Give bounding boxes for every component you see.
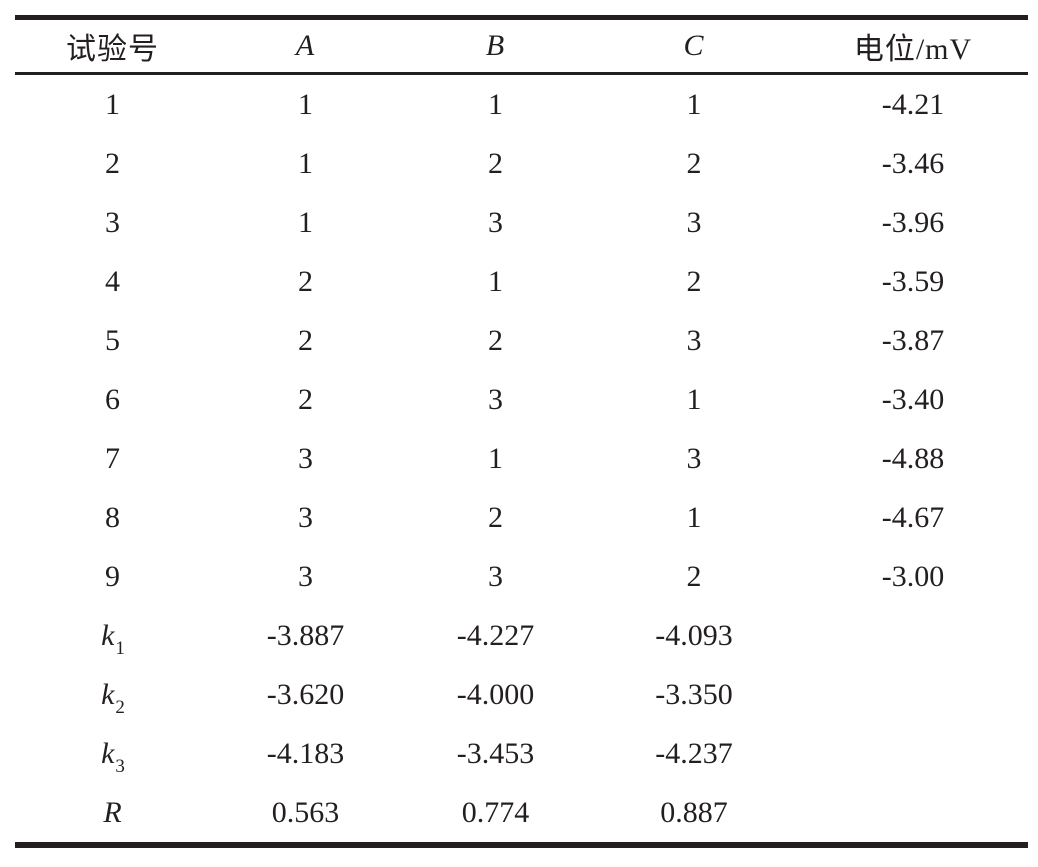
cell-trial-number: 9 [105,559,120,593]
r-label: R [103,795,122,829]
cell-potential: -3.40 [881,382,945,416]
cell-factor-a: 2 [298,264,313,298]
cell-factor-a: 3 [298,441,313,475]
column-header-trial-number: 试验号 [15,17,210,75]
cell-factor-a: 3 [298,500,313,534]
cell-k1-potential [798,606,1028,665]
cell-k3-a: -4.183 [266,736,345,770]
k-label: k [101,677,115,711]
cell-factor-b: 1 [488,87,503,121]
stat-row-label: k3 [15,724,210,783]
cell-factor-c: 1 [686,500,702,534]
cell-factor-b: 3 [488,205,503,239]
k-label: k [101,618,115,652]
cell-r-c: 0.887 [660,795,728,829]
cell-potential: -3.87 [881,323,945,357]
cell-k3-potential [798,724,1028,783]
table-header: 试验号 A B C 电位/mV [15,17,1028,75]
cell-r-b: 0.774 [461,795,530,829]
stat-row-k2: k2 -3.620 -4.000 -3.350 [15,665,1028,724]
k-subscript: 1 [115,637,125,659]
cell-factor-c: 3 [686,205,702,239]
table-row: 9 3 3 2 -3.00 [15,547,1028,606]
cell-factor-b: 2 [488,146,503,180]
stat-row-k3: k3 -4.183 -3.453 -4.237 [15,724,1028,783]
k-label: k [101,736,115,770]
cell-trial-number: 6 [105,382,120,416]
cell-factor-c: 1 [686,87,702,121]
cell-trial-number: 2 [105,146,120,180]
cell-factor-a: 2 [298,382,313,416]
cell-factor-c: 3 [686,441,702,475]
cell-factor-b: 1 [488,264,503,298]
cell-r-potential [798,783,1028,845]
cell-factor-a: 1 [298,87,313,121]
k-subscript: 2 [115,696,125,718]
cell-potential: -3.96 [881,205,945,239]
cell-potential: -4.21 [881,87,945,121]
cell-trial-number: 8 [105,500,120,534]
cell-r-a: 0.563 [271,795,340,829]
table-row: 2 1 2 2 -3.46 [15,134,1028,193]
cell-factor-b: 1 [488,441,503,475]
column-header-factor-a: A [210,17,401,75]
cell-factor-a: 1 [298,146,313,180]
column-header-potential-mv: 电位/mV [798,17,1028,75]
table-row: 1 1 1 1 -4.21 [15,74,1028,135]
cell-potential: -4.67 [881,500,945,534]
cell-trial-number: 4 [105,264,120,298]
cell-k2-potential [798,665,1028,724]
cell-k2-b: -4.000 [456,677,535,711]
cell-factor-c: 1 [686,382,702,416]
cell-trial-number: 1 [105,87,120,121]
cell-k3-b: -3.453 [456,736,535,770]
stat-row-label: k1 [15,606,210,665]
cell-factor-b: 3 [488,559,503,593]
cell-factor-a: 1 [298,205,313,239]
stat-row-label: R [15,783,210,845]
stat-row-range: R 0.563 0.774 0.887 [15,783,1028,845]
table-row: 4 2 1 2 -3.59 [15,252,1028,311]
cell-k2-a: -3.620 [266,677,345,711]
cell-factor-c: 2 [686,264,702,298]
cell-factor-c: 2 [686,146,702,180]
cell-potential: -3.46 [881,146,945,180]
table-row: 3 1 3 3 -3.96 [15,193,1028,252]
table-body: 1 1 1 1 -4.21 2 1 2 2 -3.46 3 1 3 3 -3.9… [15,74,1028,846]
header-row: 试验号 A B C 电位/mV [15,17,1028,75]
cell-factor-c: 2 [686,559,702,593]
cell-potential: -3.59 [881,264,945,298]
table-row: 5 2 2 3 -3.87 [15,311,1028,370]
column-header-factor-b: B [401,17,590,75]
cell-potential: -3.00 [881,559,945,593]
cell-factor-b: 2 [488,323,503,357]
cell-k1-b: -4.227 [456,618,535,652]
table-row: 8 3 2 1 -4.67 [15,488,1028,547]
cell-factor-b: 3 [488,382,503,416]
cell-k1-c: -4.093 [655,618,733,652]
table-row: 7 3 1 3 -4.88 [15,429,1028,488]
cell-k2-c: -3.350 [655,677,733,711]
cell-k1-a: -3.887 [266,618,345,652]
table-row: 6 2 3 1 -3.40 [15,370,1028,429]
cell-factor-a: 2 [298,323,313,357]
cell-factor-b: 2 [488,500,503,534]
stat-row-label: k2 [15,665,210,724]
stat-row-k1: k1 -3.887 -4.227 -4.093 [15,606,1028,665]
k-subscript: 3 [115,755,125,777]
cell-k3-c: -4.237 [655,736,733,770]
cell-factor-a: 3 [298,559,313,593]
cell-potential: -4.88 [881,441,945,475]
column-header-factor-c: C [590,17,798,75]
cell-trial-number: 5 [105,323,120,357]
cell-trial-number: 3 [105,205,120,239]
cell-factor-c: 3 [686,323,702,357]
orthogonal-experiment-table: 试验号 A B C 电位/mV 1 1 1 1 -4.21 2 1 2 2 -3… [15,15,1028,848]
cell-trial-number: 7 [105,441,120,475]
